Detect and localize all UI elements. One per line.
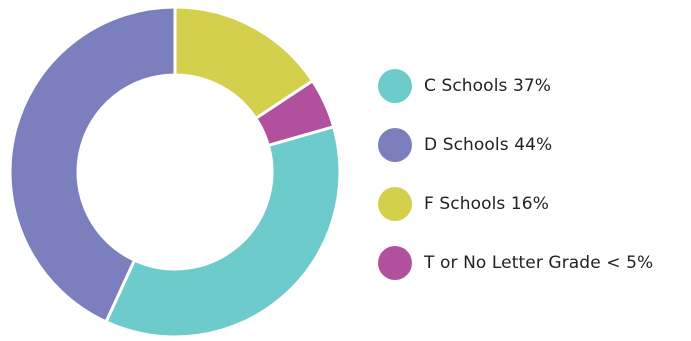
legend-item-f-schools: F Schools 16% (378, 186, 688, 222)
legend-swatch-t-or-no-grade (378, 246, 412, 280)
legend-label-d-schools: D Schools 44% (424, 135, 553, 155)
donut-slice-d-schools (8, 5, 177, 324)
legend-item-c-schools: C Schools 37% (378, 68, 688, 104)
legend-swatch-f-schools (378, 187, 412, 221)
legend-swatch-d-schools (378, 128, 412, 162)
legend-label-f-schools: F Schools 16% (424, 194, 549, 214)
legend-item-d-schools: D Schools 44% (378, 127, 688, 163)
legend-item-t-or-no-grade: T or No Letter Grade < 5% (378, 245, 688, 281)
chart-legend: C Schools 37% D Schools 44% F Schools 16… (378, 68, 688, 281)
legend-label-t-or-no-grade: T or No Letter Grade < 5% (424, 253, 654, 273)
legend-swatch-c-schools (378, 69, 412, 103)
legend-label-c-schools: C Schools 37% (424, 76, 552, 96)
donut-slice-c-schools (104, 125, 342, 339)
